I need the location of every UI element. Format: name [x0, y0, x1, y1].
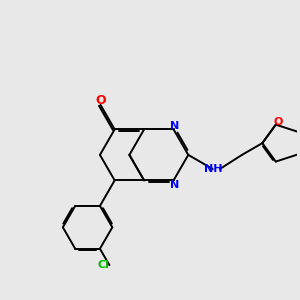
- Text: Cl: Cl: [98, 260, 110, 270]
- Text: N: N: [170, 179, 179, 190]
- Text: NH: NH: [203, 164, 222, 174]
- Text: O: O: [95, 94, 106, 107]
- Text: N: N: [170, 121, 179, 131]
- Text: O: O: [273, 117, 283, 127]
